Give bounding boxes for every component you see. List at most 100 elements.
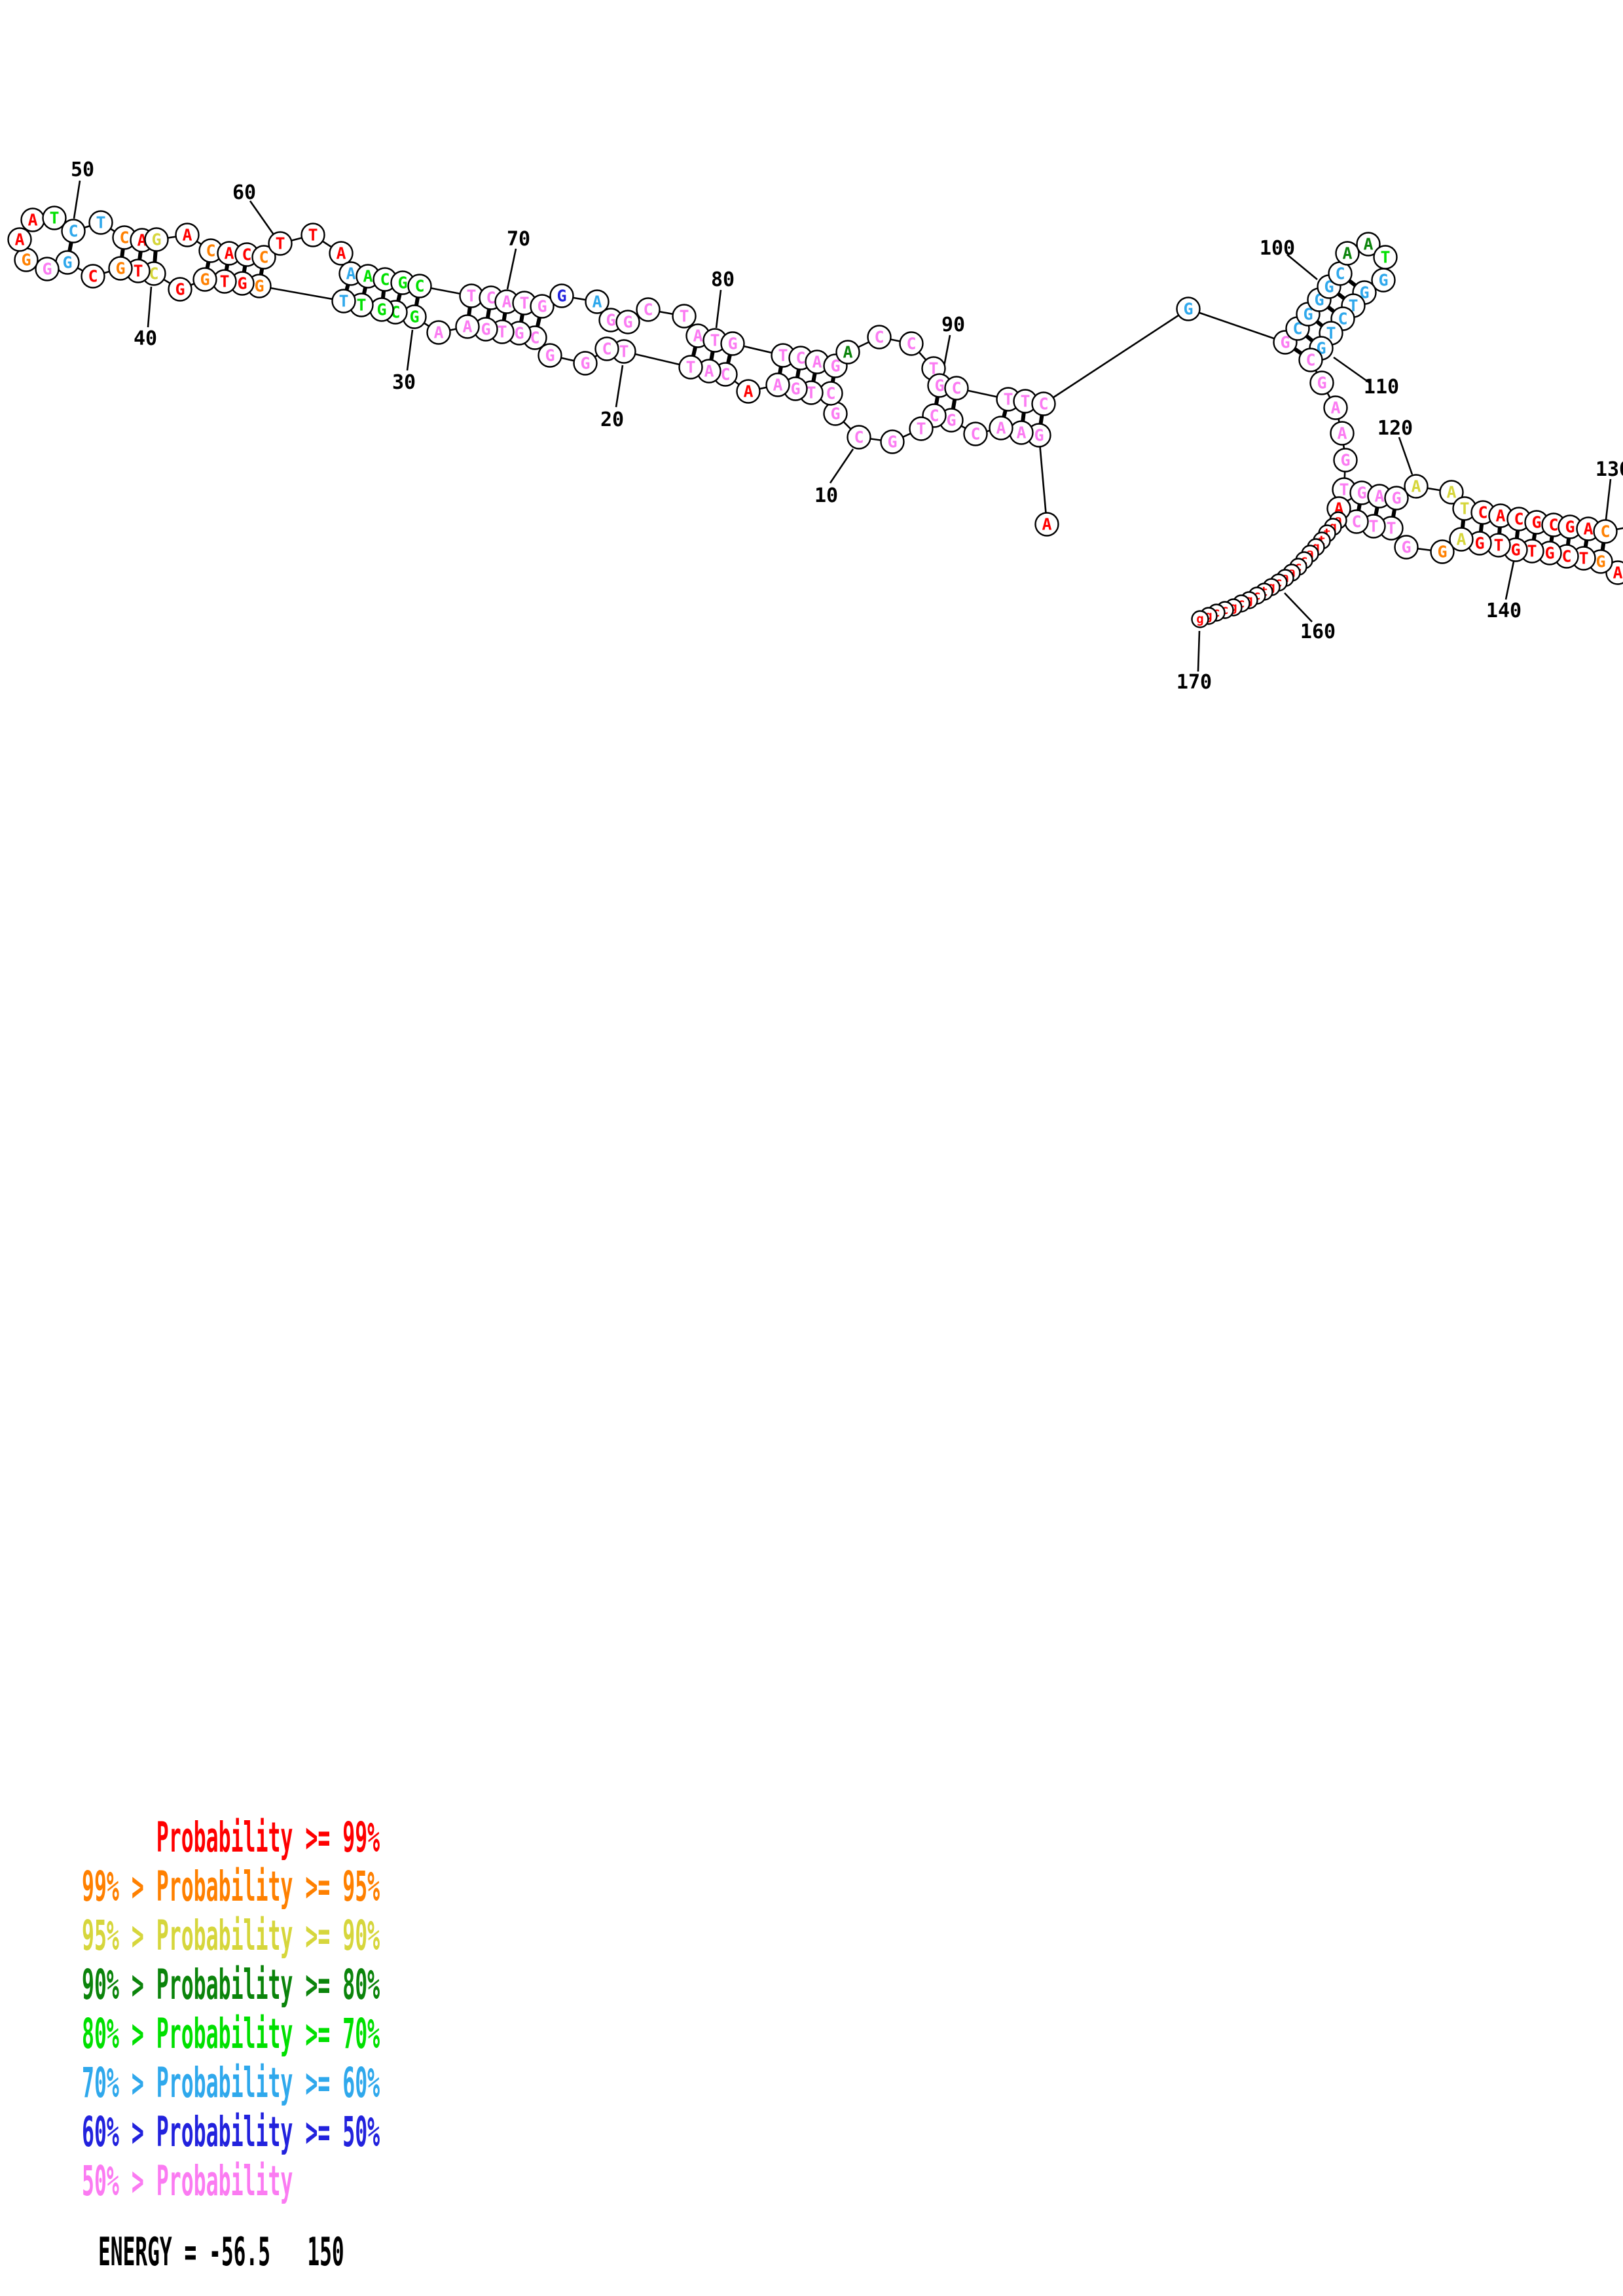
nucleotide-letter: G <box>887 433 897 452</box>
nucleotide-circle <box>899 331 924 356</box>
nucleotide-letter: C <box>1478 503 1487 522</box>
nucleotide-circle <box>585 289 610 314</box>
position-labels: 10 20 30 40 50 60 70 80 90 100 110 120 130 140 160 170 <box>71 158 1623 694</box>
nucleotide-letter: G <box>1034 426 1044 445</box>
nucleotide-letter: C <box>530 329 539 348</box>
position-label: 120 <box>1377 417 1413 440</box>
nucleotide-circle <box>426 320 451 345</box>
backbone-segment <box>259 285 344 302</box>
nucleotide-letter: A <box>1583 520 1593 539</box>
nucleotide-circle <box>35 257 60 281</box>
nucleotide-circle <box>1330 421 1355 446</box>
nucleotide-circle <box>573 351 598 376</box>
nucleotide-letter: T <box>1578 549 1588 568</box>
nucleotide-letter: G <box>934 376 944 395</box>
nucleotides: AGAACGCTGCGCTGAACATTCGGCGTGAAGCGTTGGTGGC… <box>7 206 1623 628</box>
nucleotide-letter: C <box>259 248 268 267</box>
nucleotide-letter: A <box>1613 564 1622 583</box>
nucleotide-letter: C <box>906 334 916 353</box>
nucleotide-letter: A <box>433 323 443 342</box>
nucleotide-letter: G <box>409 308 419 327</box>
nucleotide-circle <box>192 267 217 292</box>
nucleotide-letter: G <box>1391 489 1401 508</box>
leader-line <box>249 200 274 234</box>
position-label: 140 <box>1486 600 1522 622</box>
nucleotide-letter: C <box>951 379 961 398</box>
nucleotide-letter: T <box>1368 517 1378 536</box>
nucleotide-letter: G <box>21 251 31 270</box>
nucleotide-letter: A <box>1446 483 1456 502</box>
nucleotide-letter: G <box>1401 538 1411 557</box>
nucleotide-letter: A <box>1374 487 1384 506</box>
nucleotide-letter: C <box>1561 547 1571 566</box>
nucleotide-letter: G <box>481 320 490 339</box>
nucleotide-letter: A <box>1330 399 1340 418</box>
nucleotide-letter: C <box>149 264 158 283</box>
position-label: 110 <box>1364 376 1399 399</box>
nucleotide-letter: C <box>854 428 864 447</box>
nucleotide-letter: G <box>830 357 840 376</box>
nucleotide-letter: A <box>843 343 852 362</box>
leader-line <box>715 289 722 329</box>
backbone-segment <box>1043 308 1189 405</box>
nucleotide-letter: T <box>96 213 105 232</box>
nucleotide-letter: T <box>619 342 629 361</box>
nucleotide-letter: C <box>1292 319 1302 338</box>
legend-row-2: 99% > Probability >= 95% <box>82 1863 380 1910</box>
position-label: 160 <box>1300 620 1336 643</box>
nucleotide-circle <box>880 429 905 454</box>
nucleotide-letter: T <box>679 307 689 326</box>
nucleotide-letter: G <box>1531 513 1541 532</box>
position-label: 50 <box>71 158 94 181</box>
nucleotide-circle <box>168 277 192 302</box>
nucleotide-letter: A <box>1342 244 1352 263</box>
position-label: 130 <box>1596 458 1623 481</box>
nucleotide-letter: C <box>795 349 805 368</box>
leader-line <box>1605 478 1612 520</box>
legend-row-5: 80% > Probability >= 70% <box>82 2010 380 2058</box>
nucleotide-letter: T <box>356 296 366 315</box>
nucleotide-circle <box>455 314 480 339</box>
nucleotide-letter: G <box>376 300 386 319</box>
nucleotide-letter: T <box>685 358 695 377</box>
nucleotide-letter: G <box>623 313 632 332</box>
nucleotide-circle <box>672 304 697 329</box>
nucleotide-circle <box>1384 486 1409 511</box>
leader-line <box>73 180 81 219</box>
nucleotide-circle <box>538 343 562 368</box>
nucleotide-circle <box>615 310 640 334</box>
energy-label: ENERGY = -56.5 150 <box>98 2229 344 2275</box>
nucleotide-circle <box>175 223 200 247</box>
nucleotide-letter: A <box>1495 507 1505 526</box>
nucleotide-letter: C <box>206 242 215 260</box>
nucleotide-letter: G <box>1340 451 1350 470</box>
nucleotide-letter: T <box>1459 499 1469 518</box>
nucleotide-letter: T <box>308 226 318 245</box>
nucleotide-letter: A <box>501 293 511 312</box>
nucleotide-circle <box>944 376 969 401</box>
nucleotide-letter: A <box>27 211 37 230</box>
nucleotide-letter: C <box>1338 310 1347 329</box>
nucleotide-letter: G <box>42 260 52 279</box>
leader-line <box>829 448 854 484</box>
nucleotide-letter: C <box>414 277 424 296</box>
nucleotide-circle <box>407 274 432 298</box>
nucleotide-circle <box>530 294 555 319</box>
nucleotide-circle <box>736 379 761 404</box>
nucleotide-letter: T <box>1339 480 1349 499</box>
nucleotide-letter: C <box>1351 512 1361 531</box>
nucleotide-letter: G <box>1544 544 1554 563</box>
nucleotide-letter: G <box>1437 543 1447 562</box>
nucleotide-circle <box>1404 474 1429 499</box>
nucleotide-circle <box>1430 539 1455 564</box>
nucleotide-circle <box>301 223 325 247</box>
nucleotide-letter: A <box>704 362 714 381</box>
nucleotide-letter: G <box>946 411 956 430</box>
nucleotide-circle <box>268 231 293 256</box>
position-label: 100 <box>1260 237 1295 260</box>
position-label: 40 <box>134 327 157 350</box>
nucleotide-letter: G <box>397 274 407 293</box>
legend-row-3: 95% > Probability >= 90% <box>82 1912 380 1960</box>
nucleotide-letter: A <box>14 230 24 249</box>
nucleotide-letter: T <box>1003 390 1013 409</box>
